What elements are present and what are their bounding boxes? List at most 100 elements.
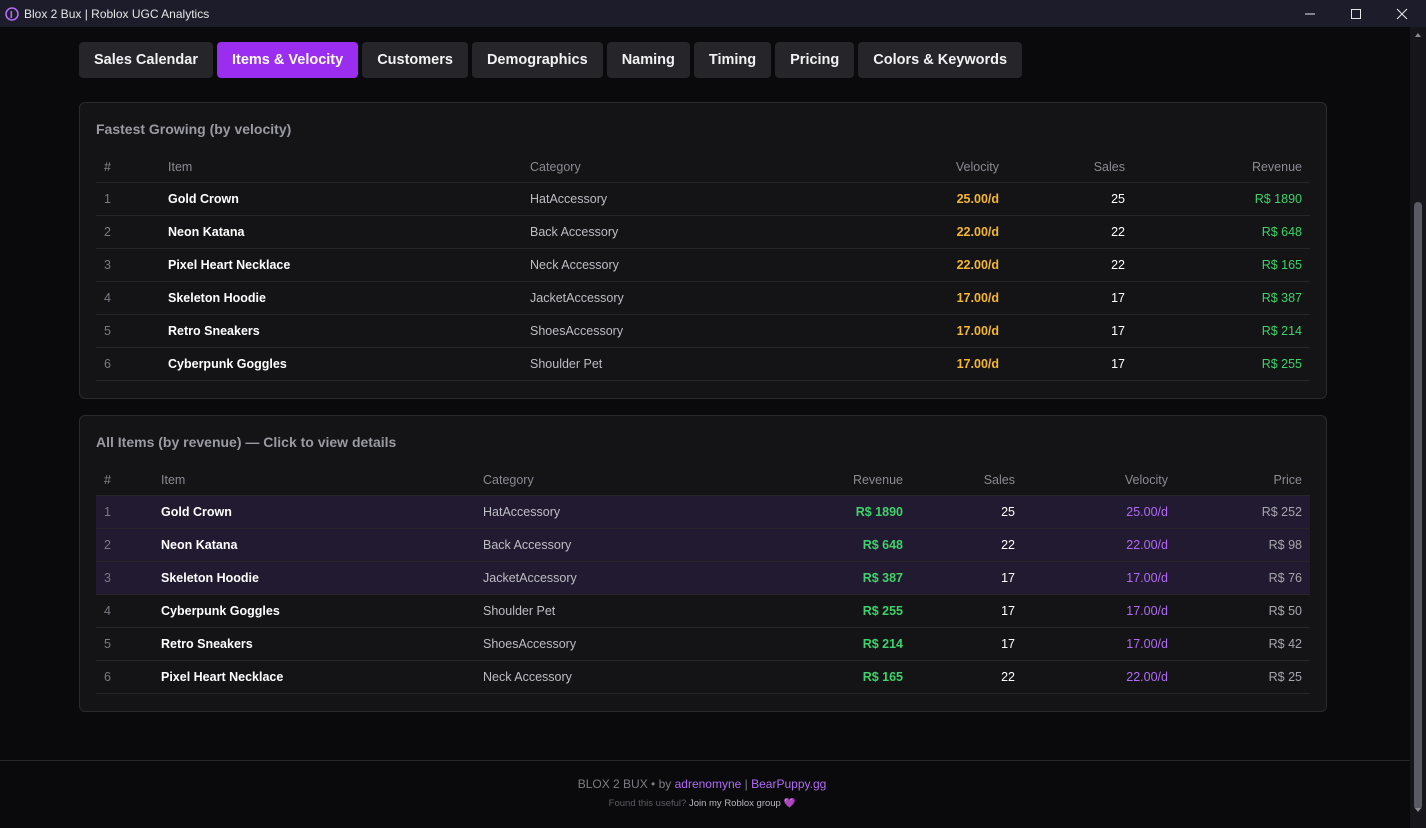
scrollbar-thumb[interactable]	[1414, 202, 1422, 810]
item-price: R$ 98	[1268, 538, 1302, 552]
table-row: 4 Skeleton Hoodie JacketAccessory 17.00/…	[96, 282, 1310, 315]
item-name: Neon Katana	[168, 225, 245, 239]
item-sales: 25	[1111, 192, 1125, 206]
header-index: #	[104, 472, 111, 487]
item-sales: 25	[1001, 505, 1015, 519]
item-revenue: R$ 255	[1261, 357, 1302, 371]
row-index: 1	[104, 505, 111, 519]
partner-link[interactable]: BearPuppy.gg	[751, 777, 827, 791]
row-index: 6	[104, 357, 111, 371]
footer-note-prefix: Found this useful?	[608, 798, 689, 809]
header-sales: Sales	[1093, 159, 1125, 174]
item-name: Neon Katana	[161, 538, 238, 552]
item-name: Retro Sneakers	[161, 637, 253, 651]
row-index: 3	[104, 571, 111, 585]
table-row[interactable]: 6 Pixel Heart Necklace Neck Accessory R$…	[96, 661, 1310, 694]
row-index: 5	[104, 324, 111, 338]
fastest-growing-table: # Item Category Velocity Sales Revenue 1…	[96, 151, 1310, 381]
panel-title: All Items (by revenue) — Click to view d…	[96, 434, 397, 450]
table-row[interactable]: 1 Gold Crown HatAccessory R$ 1890 25 25.…	[96, 496, 1310, 529]
item-category: Neck Accessory	[530, 258, 619, 272]
tab-items-velocity[interactable]: Items & Velocity	[216, 42, 359, 78]
item-revenue: R$ 1890	[855, 505, 903, 519]
row-index: 5	[104, 637, 111, 651]
table-row[interactable]: 3 Skeleton Hoodie JacketAccessory R$ 387…	[96, 562, 1310, 595]
table-row: 1 Gold Crown HatAccessory 25.00/d 25 R$ …	[96, 183, 1310, 216]
window-title: Blox 2 Bux | Roblox UGC Analytics	[24, 6, 210, 21]
header-index: #	[104, 159, 111, 174]
close-button[interactable]	[1379, 0, 1425, 27]
row-index: 3	[104, 258, 111, 272]
tab-colors-keywords[interactable]: Colors & Keywords	[858, 42, 1023, 78]
item-velocity: 17.00/d	[956, 291, 999, 305]
item-category: Shoulder Pet	[530, 357, 603, 371]
minimize-button[interactable]	[1287, 0, 1333, 27]
item-revenue: R$ 387	[862, 571, 903, 585]
table-row: 3 Pixel Heart Necklace Neck Accessory 22…	[96, 249, 1310, 282]
item-sales: 22	[1001, 538, 1015, 552]
item-velocity: 25.00/d	[956, 192, 999, 206]
item-category: Neck Accessory	[483, 670, 572, 684]
header-velocity: Velocity	[1124, 472, 1168, 487]
header-sales: Sales	[983, 472, 1015, 487]
tab-timing[interactable]: Timing	[693, 42, 772, 78]
table-row[interactable]: 5 Retro Sneakers ShoesAccessory R$ 214 1…	[96, 628, 1310, 661]
all-items-table: # Item Category Revenue Sales Velocity P…	[96, 464, 1310, 694]
item-name: Skeleton Hoodie	[168, 291, 266, 305]
tab-bar: Sales Calendar Items & Velocity Customer…	[79, 42, 1023, 78]
item-velocity: 22.00/d	[956, 225, 999, 239]
fastest-growing-panel: Fastest Growing (by velocity) # Item Cat…	[79, 102, 1327, 399]
app-logo-icon	[5, 6, 19, 21]
item-name: Pixel Heart Necklace	[161, 670, 284, 684]
tab-demographics[interactable]: Demographics	[471, 42, 603, 78]
item-velocity: 22.00/d	[1126, 538, 1168, 552]
header-item: Item	[161, 472, 186, 487]
item-category: Back Accessory	[483, 538, 572, 552]
tab-pricing[interactable]: Pricing	[775, 42, 855, 78]
item-price: R$ 42	[1268, 637, 1302, 651]
tab-customers[interactable]: Customers	[362, 42, 468, 78]
item-category: ShoesAccessory	[483, 637, 577, 651]
scroll-down-icon[interactable]	[1414, 806, 1422, 814]
item-sales: 17	[1001, 637, 1015, 651]
item-sales: 22	[1001, 670, 1015, 684]
scroll-up-icon[interactable]	[1414, 31, 1422, 39]
row-index: 2	[104, 225, 111, 239]
header-velocity: Velocity	[955, 159, 999, 174]
panel-title: Fastest Growing (by velocity)	[96, 121, 292, 137]
roblox-group-link[interactable]: Join my Roblox group	[688, 798, 781, 809]
item-sales: 17	[1001, 604, 1015, 618]
table-row[interactable]: 4 Cyberpunk Goggles Shoulder Pet R$ 255 …	[96, 595, 1310, 628]
item-sales: 17	[1111, 357, 1125, 371]
row-index: 6	[104, 670, 111, 684]
item-revenue: R$ 165	[862, 670, 903, 684]
item-name: Gold Crown	[168, 192, 239, 206]
item-price: R$ 252	[1261, 505, 1302, 519]
author-link[interactable]: adrenomyne	[674, 777, 742, 791]
item-revenue: R$ 387	[1261, 291, 1302, 305]
maximize-icon	[1351, 8, 1361, 19]
header-category: Category	[483, 472, 534, 487]
row-index: 1	[104, 192, 111, 206]
item-revenue: R$ 214	[862, 637, 903, 651]
item-revenue: R$ 648	[862, 538, 903, 552]
footer-group-note: Found this useful? Join my Roblox group …	[0, 798, 1404, 809]
item-price: R$ 76	[1268, 571, 1302, 585]
table-row: 6 Cyberpunk Goggles Shoulder Pet 17.00/d…	[96, 348, 1310, 381]
maximize-button[interactable]	[1333, 0, 1379, 27]
row-index: 4	[104, 291, 111, 305]
item-velocity: 17.00/d	[956, 324, 999, 338]
item-velocity: 25.00/d	[1126, 505, 1168, 519]
item-sales: 22	[1111, 258, 1125, 272]
vertical-scrollbar[interactable]	[1410, 27, 1426, 828]
item-category: JacketAccessory	[530, 291, 624, 305]
item-category: HatAccessory	[483, 505, 561, 519]
item-velocity: 17.00/d	[1126, 571, 1168, 585]
tab-naming[interactable]: Naming	[606, 42, 690, 78]
close-icon	[1396, 8, 1408, 19]
row-index: 2	[104, 538, 111, 552]
table-row: 5 Retro Sneakers ShoesAccessory 17.00/d …	[96, 315, 1310, 348]
item-category: ShoesAccessory	[530, 324, 624, 338]
tab-sales-calendar[interactable]: Sales Calendar	[79, 42, 213, 78]
table-row[interactable]: 2 Neon Katana Back Accessory R$ 648 22 2…	[96, 529, 1310, 562]
